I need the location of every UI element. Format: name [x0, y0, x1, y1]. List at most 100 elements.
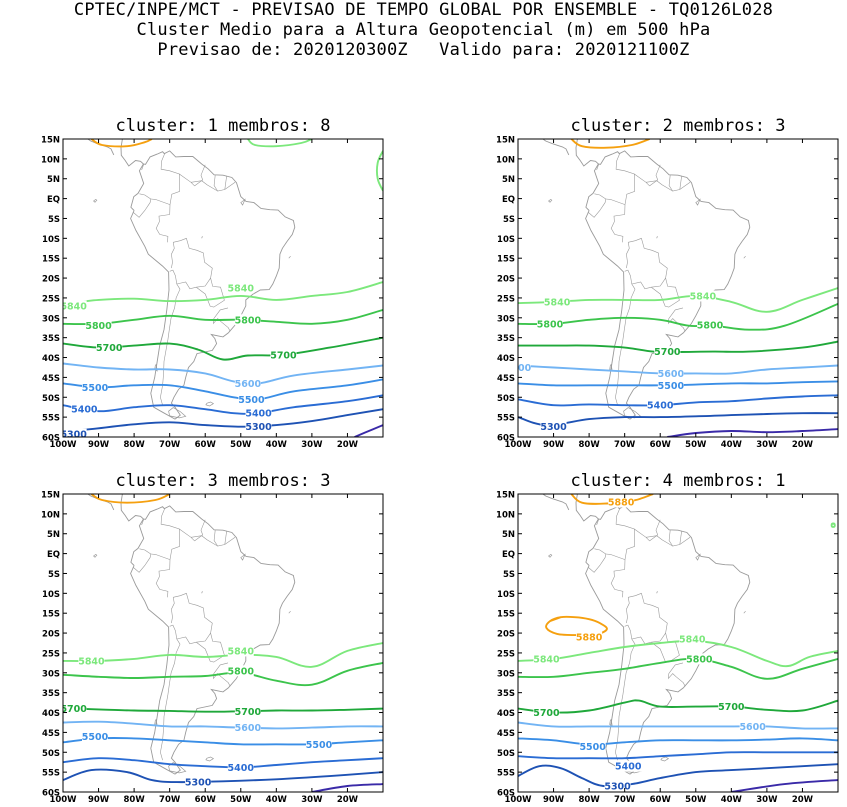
country-border: [160, 152, 180, 215]
lon-tick-label: 30W: [301, 440, 323, 450]
lon-tick-label: 100W: [49, 795, 77, 803]
contour-label: 5600: [505, 363, 532, 374]
country-border: [605, 553, 626, 560]
contour-label: 5500: [306, 740, 333, 751]
contour-label-bg: [718, 701, 745, 713]
map-area: 5840 5840 5800 5800 5700 5700 5600 5500 5500 5400…: [60, 139, 383, 441]
lat-tick-label: 55S: [42, 769, 60, 779]
island-outline: [656, 236, 658, 239]
lat-tick-label: 10S: [497, 590, 515, 600]
lat-tick-label: 45S: [497, 374, 515, 384]
lat-tick-label: 60S: [42, 789, 60, 799]
island-outline: [288, 610, 291, 614]
country-border: [628, 237, 668, 279]
country-border: [190, 180, 236, 192]
contour-label: 5300: [185, 778, 212, 789]
contour-label-bg: [540, 420, 567, 432]
contour-label: 5300: [60, 430, 87, 441]
panel-title: cluster: 4 membros: 1: [571, 471, 786, 491]
contour-label: 5800: [235, 315, 262, 326]
contour-5840: [63, 642, 383, 668]
contour-label: 5300: [245, 422, 272, 433]
contour-label-bg: [245, 407, 272, 419]
country-border: [224, 176, 227, 190]
contour-5600: [63, 362, 383, 385]
contour-label-bg: [227, 665, 254, 677]
lat-tick-label: 45S: [497, 729, 515, 739]
contour-label: 5700: [270, 350, 297, 361]
contour-label: 5800: [697, 320, 724, 331]
contour-label-bg: [533, 653, 560, 665]
contour-5600: [63, 720, 383, 730]
panel-title: cluster: 1 membros: 8: [116, 116, 331, 136]
lon-tick-label: 60W: [650, 440, 672, 450]
country-border: [160, 624, 181, 761]
island-outline: [240, 198, 246, 206]
contour-label: 5700: [533, 708, 560, 719]
country-border: [628, 592, 668, 634]
panel-frame: [62, 493, 384, 793]
coastline: [542, 139, 570, 156]
contour-label: 5880: [576, 633, 603, 644]
contour-label-bg: [71, 403, 98, 415]
header-line-2: Cluster Medio para a Altura Geopotencial…: [136, 20, 711, 40]
lat-tick-label: 55S: [497, 414, 515, 424]
lon-tick-label: 20W: [792, 795, 814, 803]
contour-5840: [63, 281, 383, 305]
lon-tick-label: 100W: [504, 440, 532, 450]
country-border: [132, 193, 152, 218]
lat-tick-label: 10S: [497, 235, 515, 245]
contour-5840: [376, 150, 383, 192]
island-outline: [695, 198, 701, 206]
country-border: [626, 597, 630, 624]
panel-3: cluster: 3 membros: 3 5840 5840 5800 5700 570…: [41, 471, 384, 805]
contour-label: 5840: [60, 301, 87, 312]
map-area: 5880 5880 5840 5840 5800 5700 5700 5600 5500 5400…: [518, 494, 838, 792]
country-border: [587, 548, 607, 573]
country-border: [190, 535, 236, 547]
contour-label: 5700: [718, 702, 745, 713]
island-outline: [168, 762, 187, 774]
lat-tick-label: 60S: [497, 789, 515, 799]
contour-label-bg: [82, 381, 108, 393]
contour-label: 5700: [60, 704, 87, 715]
panel-frame: [517, 493, 839, 793]
contour-label: 5800: [537, 319, 564, 330]
coastline: [130, 518, 145, 566]
contour-label: 5500: [579, 742, 606, 753]
lat-tick-label: 20S: [497, 275, 515, 285]
contour-5400: [518, 394, 838, 407]
contour-5300: [518, 763, 838, 788]
contour-label: 5300: [540, 422, 567, 433]
lon-tick-label: 60W: [195, 795, 217, 803]
lat-tick-label: 30S: [497, 669, 515, 679]
contour-label: 5600: [235, 723, 262, 734]
contour-label-bg: [63, 703, 87, 715]
contour-5800: [63, 308, 383, 326]
country-border: [132, 548, 152, 573]
country-border: [224, 531, 227, 545]
contour-label: 5700: [96, 343, 123, 354]
coastline: [120, 494, 296, 775]
island-outline: [743, 610, 746, 614]
country-border: [651, 278, 680, 308]
contour-label-bg: [306, 738, 332, 750]
contour-5800: [518, 303, 838, 331]
contour-label-bg: [185, 776, 212, 788]
lon-tick-label: 40W: [721, 440, 743, 450]
country-border: [176, 632, 211, 645]
contour-5880: [570, 139, 650, 149]
contour-label: 5600: [658, 369, 685, 380]
lon-tick-label: 30W: [301, 795, 323, 803]
contour-label-bg: [227, 645, 254, 657]
contour-label-bg: [234, 722, 261, 734]
country-border: [587, 193, 607, 218]
island-outline: [660, 756, 670, 762]
contour-label: 5840: [228, 284, 255, 295]
header-line-3: Previsao de: 2020120300Z Valido para: 20…: [157, 40, 690, 60]
country-border: [173, 592, 213, 634]
contour-5400: [63, 757, 383, 769]
panel-1: cluster: 1 membros: 8 5840 5840 5800 5800 570…: [41, 116, 384, 450]
contour-label: 5700: [235, 707, 262, 718]
coastline: [130, 163, 145, 211]
